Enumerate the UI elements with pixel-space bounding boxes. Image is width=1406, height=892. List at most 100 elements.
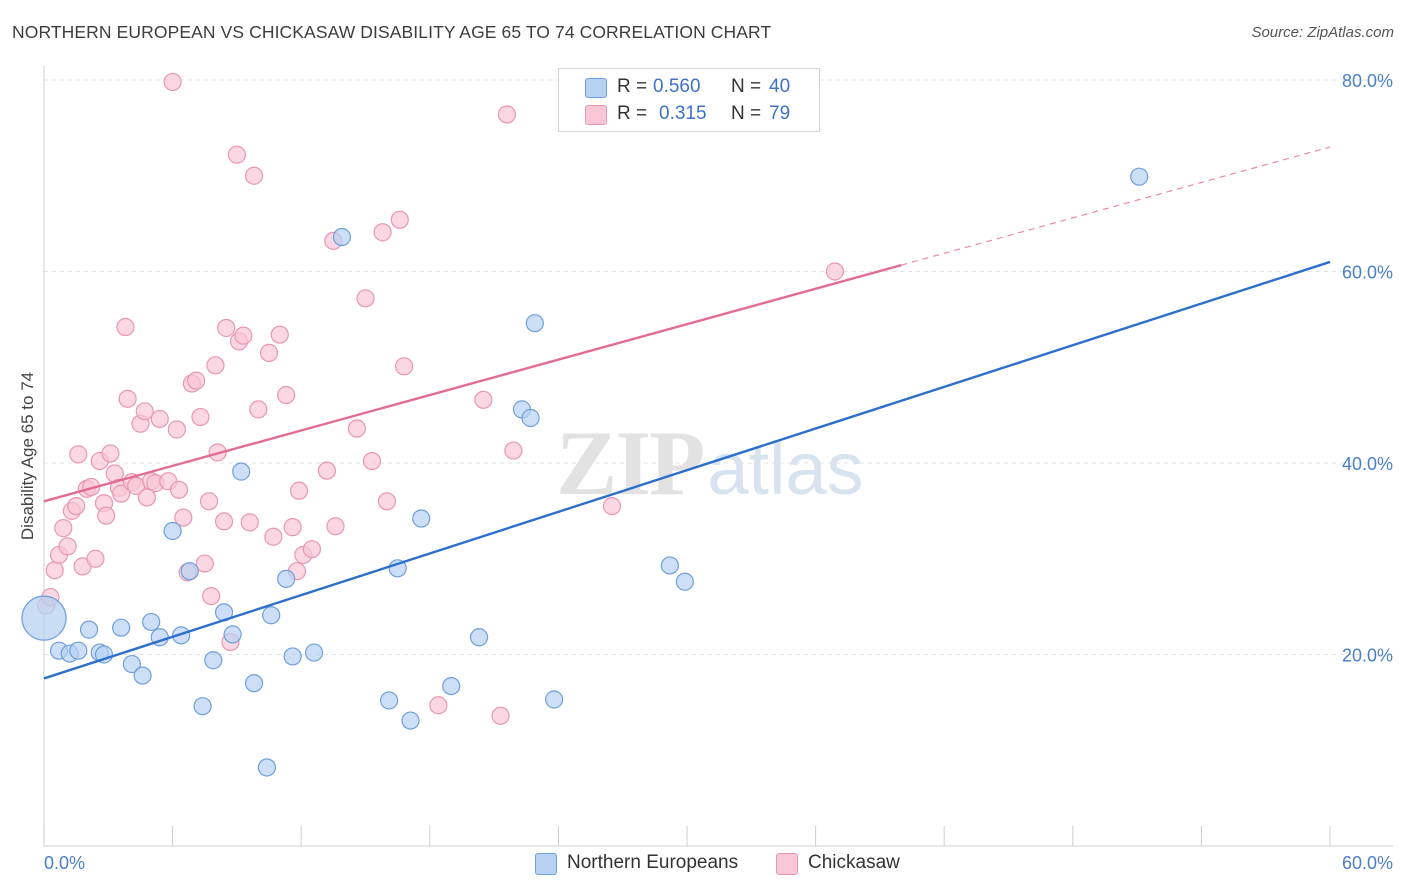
chickasaw-point [167,420,186,439]
correlation-legend: R = 0.560 N = 40 R = 0.315 N = 79 [558,68,820,132]
watermark-zip: ZIP [556,412,703,514]
legend-r-label: R = [617,76,648,97]
chickasaw-point [356,289,375,308]
legend-n-value: 79 [769,103,791,124]
y-tick-label: 20.0% [1342,646,1393,666]
northern-europeans-point [204,651,223,670]
y-tick-label: 40.0% [1342,454,1393,474]
northern-europeans-point [180,562,199,581]
chickasaw-point [199,492,219,511]
chickasaw-point [347,419,367,438]
northern-europeans-point [545,690,564,709]
chickasaw-point [45,561,64,580]
legend-r-value: 0.560 [653,76,701,97]
northern-europeans-point [257,758,277,777]
northern-europeans-point [277,569,296,588]
chickasaw-point [112,484,131,503]
chickasaw-point [362,451,382,471]
northern-europeans-trend-line [43,260,1331,680]
northern-europeans-point [442,676,461,696]
northern-europeans-point [79,620,99,639]
northern-europeans-point [133,666,152,685]
chickasaw-point [429,696,448,715]
chickasaw-point [244,166,264,185]
legend-swatch-pink [585,105,607,125]
chickasaw-point [277,385,296,405]
northern-europeans-point [525,314,544,333]
legend-r-label: R = [617,103,648,124]
data-points [21,72,1149,777]
chickasaw-point [217,318,236,338]
northern-europeans-point [304,643,324,662]
chickasaw-point [118,389,137,408]
chickasaw-point [373,223,392,242]
northern-europeans-point [1130,167,1149,186]
chickasaw-point [135,402,154,421]
watermark-atlas: atlas [707,427,863,510]
northern-europeans-point [332,227,352,247]
x-tick-min: 0.0% [44,853,85,873]
trend-lines [43,146,1331,680]
chickasaw-point [101,444,120,463]
northern-europeans-point [401,711,420,730]
northern-europeans-point [283,647,302,666]
chickasaw-point [326,517,345,536]
northern-europeans-point [112,618,131,637]
northern-europeans-point [521,408,540,428]
northern-europeans-point [660,556,679,575]
legend-n-label: N = [731,76,762,97]
chickasaw-trend-line [43,263,902,503]
chickasaw-point [214,512,234,531]
northern-europeans-point [172,626,191,645]
bottom-legend-swatch-pink [776,853,798,875]
chickasaw-point [270,325,289,344]
chickasaw-point [116,317,135,337]
chickasaw-point [86,549,105,568]
northern-europeans-point [21,595,67,641]
chickasaw-point [504,441,523,460]
chickasaw-point [187,371,206,390]
source-label: Source: ZipAtlas.com [1251,24,1394,41]
northern-europeans-point [244,674,264,693]
chickasaw-point [283,518,302,537]
chickasaw-point [163,72,182,92]
chickasaw-point [825,262,844,281]
chickasaw-point [234,326,253,345]
chickasaw-point [58,537,77,556]
chickasaw-point [67,496,86,516]
y-tick-labels: 20.0% 40.0% 60.0% 80.0% [1342,71,1393,666]
northern-europeans-point [379,691,399,710]
chickasaw-point [97,506,116,525]
x-tick-max: 60.0% [1342,853,1393,873]
axes [43,66,1393,847]
chickasaw-point [491,706,510,725]
northern-europeans-point [412,509,431,528]
chickasaw-point [227,145,246,164]
northern-europeans-point [223,625,242,644]
chickasaw-point [69,445,88,464]
chickasaw-point [54,519,73,538]
chickasaw-trend-extension [901,146,1331,266]
chickasaw-point [195,554,214,573]
y-tick-label: 80.0% [1342,71,1393,91]
chickasaw-point [474,390,493,409]
chickasaw-point [390,210,409,229]
chickasaw-point [302,540,322,559]
bottom-legend-label: Northern Europeans [567,852,739,873]
bottom-legend-label: Chickasaw [808,852,900,873]
chickasaw-point [150,409,169,429]
y-axis-label: Disability Age 65 to 74 [18,372,37,540]
chart-title: NORTHERN EUROPEAN VS CHICKASAW DISABILIT… [12,22,772,42]
legend-n-label: N = [731,103,762,124]
northern-europeans-point [469,628,489,647]
chickasaw-point [264,527,283,546]
northern-europeans-point [69,641,88,660]
chickasaw-point [289,481,309,500]
grid-lines [44,79,1393,655]
chickasaw-point [394,357,414,376]
chickasaw-point [377,492,397,511]
northern-europeans-point [142,612,161,632]
northern-europeans-point [122,654,141,674]
legend-n-value: 40 [769,76,791,97]
